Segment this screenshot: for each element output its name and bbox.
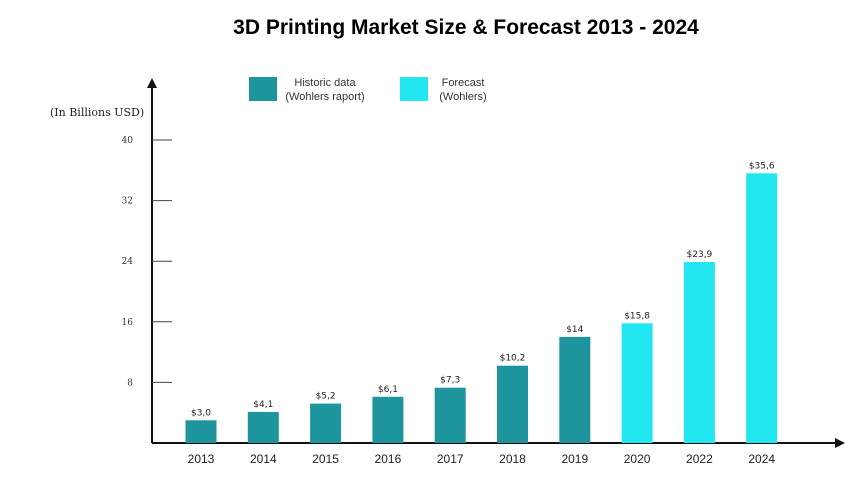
y-axis-unit-label: (In Billions USD) [50,106,144,119]
data-label-2019: $14 [566,325,583,335]
bar-2022 [683,262,715,443]
legend-label-historic-line1: Historic data [294,77,356,89]
bar-2015 [310,403,342,443]
y-tick-label: 24 [122,257,134,267]
y-tick-label: 16 [122,318,134,328]
x-tick-label-2024: 2024 [748,452,775,466]
data-labels: $3,0 $4,1 $5,2 $6,1 $7,3 $10,2 $14 $15,8 $23,9 $3… [191,161,775,418]
data-label-2013: $3,0 [191,408,211,418]
data-label-2020: $15,8 [624,311,650,321]
x-tick-label-2014: 2014 [250,452,277,466]
x-tick-label-2022: 2022 [686,452,713,466]
y-tick-label: 32 [122,197,133,207]
bar-2019 [559,336,591,443]
legend-label-forecast-line2: (Wohlers) [439,91,486,103]
bar-2020 [621,323,653,443]
data-label-2015: $5,2 [316,392,336,402]
x-tick-label-2015: 2015 [312,452,339,466]
bar-2014 [247,411,279,443]
data-label-2017: $7,3 [440,376,460,386]
y-ticks: 8 16 24 32 40 [122,136,172,388]
x-tick-label-2019: 2019 [561,452,588,466]
x-tick-label-2017: 2017 [437,452,464,466]
x-tick-label-2013: 2013 [188,452,215,466]
x-ticks: 2013 2014 2015 2016 2017 2018 2019 2020 2022 2024 [188,452,776,466]
x-tick-label-2018: 2018 [499,452,526,466]
data-label-2022: $23,9 [687,250,713,260]
legend-label-historic-line2: (Wohlers raport) [285,91,364,103]
y-tick-label: 40 [122,136,134,146]
bar-2024 [746,173,778,444]
legend: Historic data (Wohlers raport) Forecast … [249,77,487,103]
chart-title: 3D Printing Market Size & Forecast 2013 … [233,16,699,39]
bar-2013 [185,420,217,443]
legend-label-forecast-line1: Forecast [442,77,485,89]
x-tick-label-2020: 2020 [624,452,651,466]
legend-swatch-historic [249,77,277,101]
data-label-2018: $10,2 [500,354,526,364]
bars [185,173,778,444]
data-label-2016: $6,1 [378,385,398,395]
legend-swatch-forecast [400,77,428,101]
bar-2016 [372,396,404,443]
x-tick-label-2016: 2016 [375,452,402,466]
data-label-2014: $4,1 [253,400,273,410]
data-label-2024: $35,6 [749,161,775,171]
bar-2017 [434,387,466,443]
y-tick-label: 8 [127,378,133,388]
bar-2018 [497,365,528,443]
